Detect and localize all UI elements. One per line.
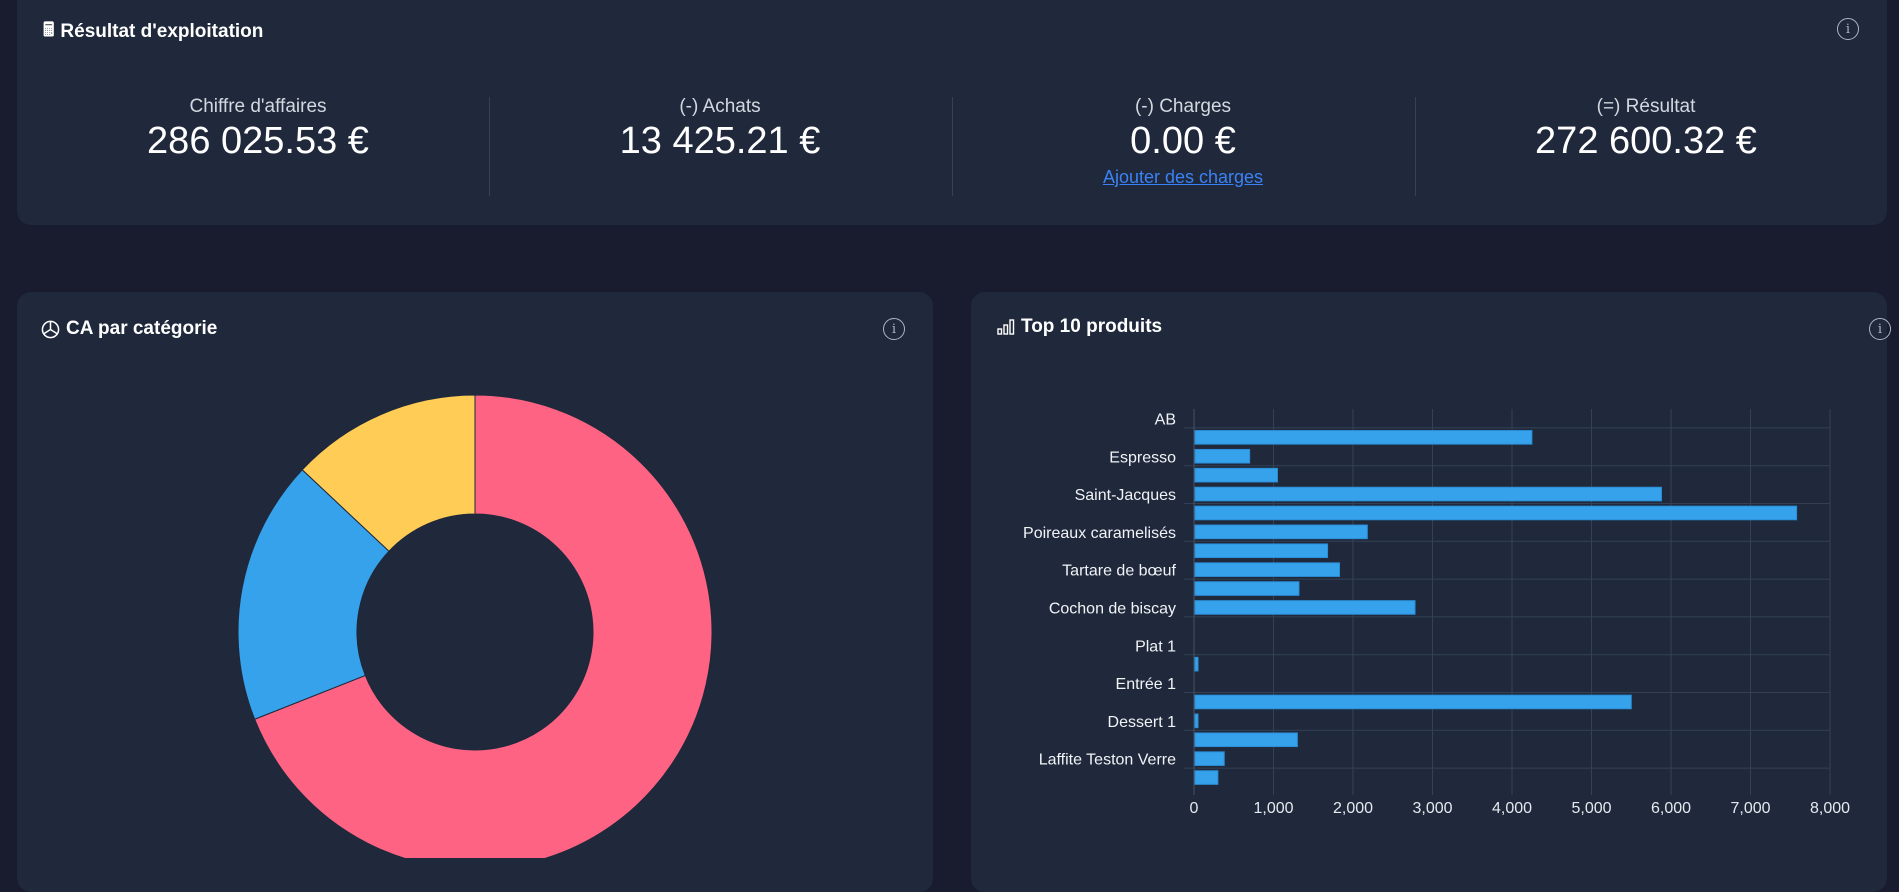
- x-tick-label: 1,000: [1253, 800, 1293, 817]
- bar: [1194, 486, 1662, 502]
- bar: [1194, 505, 1798, 521]
- x-tick-label: 8,000: [1810, 800, 1850, 817]
- bar: [1194, 448, 1251, 464]
- bar: [1194, 581, 1300, 596]
- y-category-label: Cochon de biscay: [1049, 600, 1176, 617]
- y-category-label: Entrée 1: [1116, 676, 1177, 693]
- bar: [1194, 751, 1225, 766]
- divider: [1415, 97, 1416, 196]
- y-category-label: Tartare de bœuf: [1062, 563, 1176, 580]
- x-tick-label: 2,000: [1333, 800, 1373, 817]
- info-icon[interactable]: i: [1837, 18, 1859, 40]
- add-charges-link[interactable]: Ajouter des charges: [1102, 167, 1264, 187]
- kpi-revenue: Chiffre d'affaires 286 025.53 €: [147, 96, 369, 162]
- x-tick-label: 5,000: [1571, 800, 1611, 817]
- bar: [1194, 467, 1278, 483]
- bar: [1194, 543, 1329, 559]
- bar: [1194, 600, 1416, 615]
- bar: [1194, 732, 1298, 748]
- pie-slice: [253, 394, 713, 858]
- charts-layer: 0 1,000 2,000 3,000 4,000 5,000 6,000 7,000 8,00…: [237, 394, 1850, 858]
- x-tick-label: 4,000: [1492, 800, 1532, 817]
- operating-result-title: 🖩 Résultat d'exploitation: [43, 16, 263, 48]
- bar: [1194, 656, 1199, 672]
- bar: [1194, 524, 1368, 540]
- bar: [1194, 770, 1219, 785]
- y-category-label: Dessert 1: [1108, 714, 1177, 731]
- y-category-label: AB: [1155, 411, 1176, 428]
- kpi-purchases: (-) Achats 13 425.21 €: [619, 96, 821, 162]
- bar: [1194, 562, 1340, 577]
- pie-chart-icon: [41, 320, 60, 338]
- x-tick-label: 0: [1190, 800, 1199, 817]
- y-category-label: Laffite Teston Verre: [1039, 752, 1176, 769]
- category-revenue-title: CA par catégorie: [41, 318, 217, 340]
- kpi-charges: (-) Charges 0.00 € Ajouter des charges: [953, 96, 1413, 188]
- divider: [952, 97, 953, 196]
- bar: [1194, 694, 1632, 710]
- pie-slice: [301, 394, 476, 552]
- x-tick-label: 6,000: [1651, 800, 1691, 817]
- y-category-label: Espresso: [1109, 449, 1176, 466]
- bar: [1194, 430, 1533, 445]
- calculator-icon: 🖩: [43, 20, 55, 41]
- y-category-label: Plat 1: [1135, 638, 1176, 655]
- y-category-label: Saint-Jacques: [1075, 487, 1176, 504]
- top-products-card: Top 10 produits i: [971, 292, 1891, 892]
- kpi-result: (=) Résultat 272 600.32 €: [1535, 96, 1757, 162]
- info-icon[interactable]: i: [1869, 318, 1891, 340]
- pie-slice: [237, 469, 390, 720]
- divider: [489, 97, 490, 196]
- y-category-label: Poireaux caramelisés: [1023, 525, 1176, 542]
- top-products-title: Top 10 produits: [997, 316, 1162, 338]
- bar: [1194, 713, 1199, 729]
- x-tick-label: 3,000: [1412, 800, 1452, 817]
- bar-chart-icon: [997, 319, 1015, 335]
- info-icon[interactable]: i: [883, 318, 905, 340]
- x-tick-label: 7,000: [1730, 800, 1770, 817]
